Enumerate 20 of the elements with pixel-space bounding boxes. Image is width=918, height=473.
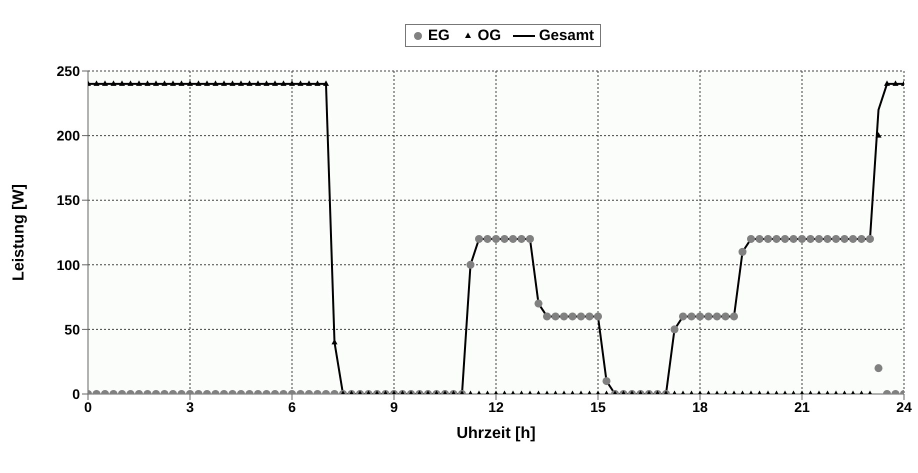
y-tick-label: 250 — [56, 62, 80, 79]
y-tick-label: 0 — [72, 386, 80, 402]
x-tick-label: 6 — [288, 398, 296, 415]
x-tick-label: 0 — [84, 398, 92, 415]
y-tick-label: 150 — [56, 192, 80, 208]
y-axis-title: Leistung [W] — [10, 184, 28, 281]
x-tick-label: 12 — [488, 398, 504, 415]
legend-label: Gesamt — [539, 27, 594, 44]
x-tick-label: 15 — [590, 398, 606, 415]
x-axis-title: Uhrzeit [h] — [456, 425, 536, 442]
y-tick-label: 200 — [56, 128, 80, 144]
x-tick-label: 18 — [692, 398, 708, 415]
legend-label: EG — [428, 27, 450, 44]
x-tick-label: 3 — [186, 398, 194, 415]
x-tick-label: 21 — [794, 398, 810, 415]
x-tick-label: 9 — [390, 398, 398, 415]
y-tick-label: 100 — [56, 256, 80, 273]
x-tick-label: 24 — [896, 398, 912, 415]
legend-label: OG — [478, 27, 501, 44]
y-tick-label: 50 — [64, 321, 80, 338]
